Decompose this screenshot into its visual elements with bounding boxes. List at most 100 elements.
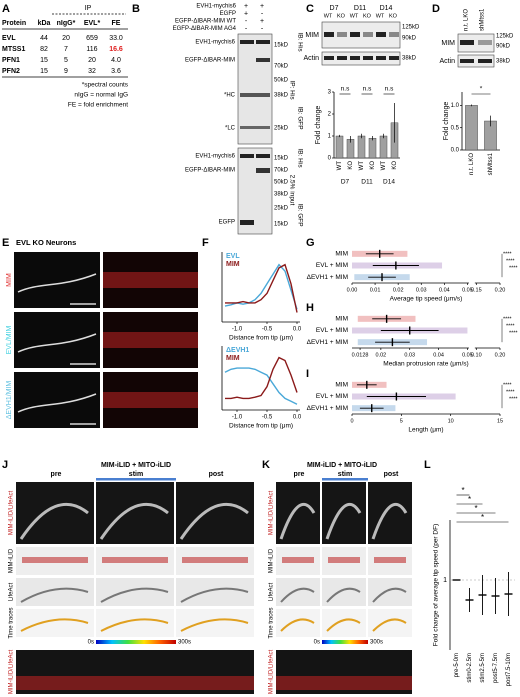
x-tick-label: post7.5-10m <box>506 653 512 686</box>
table-cell: 32 <box>88 68 96 75</box>
significance: **** <box>503 316 512 322</box>
x-tick-label: 0.05 <box>462 287 473 293</box>
band <box>363 32 373 37</box>
table-header: FE <box>112 20 121 27</box>
panel-label: F <box>202 237 209 249</box>
scale-label: 0s <box>88 640 94 646</box>
genotype-label: WT <box>324 13 333 19</box>
blot-label: IB: GFP <box>296 106 303 129</box>
table-cell: 20 <box>62 35 70 42</box>
y-axis-label: Fold change of average tip speed (per DF… <box>433 524 440 646</box>
phase-label: pre <box>51 471 62 478</box>
x-tick-label: 0.0 <box>293 415 302 421</box>
row-label: ΔEVH1/MIM <box>6 381 13 420</box>
blot-label: IP: His <box>288 80 295 100</box>
y-axis-label: Fold change <box>315 106 322 145</box>
group-label: D11 <box>361 179 373 186</box>
micrograph <box>16 609 94 637</box>
y-tick-label: 0 <box>328 156 332 162</box>
significance: **** <box>509 396 518 402</box>
stim-bar <box>322 478 368 481</box>
significance: **** <box>503 382 512 388</box>
colorbar <box>322 640 368 644</box>
table-header: IP <box>85 5 92 12</box>
band <box>240 93 270 97</box>
panel-label: A <box>2 3 10 15</box>
x-tick-label: 0.01 <box>370 287 381 293</box>
table-cell: 5 <box>64 57 68 64</box>
x-tick-label: -1.0 <box>232 415 243 421</box>
band <box>256 168 270 173</box>
significance: **** <box>509 330 518 336</box>
bar <box>379 135 388 159</box>
x-axis-label: Distance from tip (μm) <box>229 423 293 430</box>
band-label: Actin <box>439 58 455 65</box>
genotype-label: KO <box>337 13 346 19</box>
x-tick-label: -1.0 <box>232 327 243 333</box>
x-tick-label: 15 <box>497 418 503 424</box>
cell-outline <box>100 587 169 603</box>
x-tick-label: 0.10 <box>471 352 482 358</box>
neuron-outline <box>17 333 97 353</box>
significance: **** <box>509 265 518 271</box>
cell-outline <box>19 502 89 540</box>
marker-label: 50kD <box>274 78 289 84</box>
micrograph <box>96 482 174 544</box>
cell-outline <box>180 587 249 603</box>
sign: - <box>261 10 264 17</box>
day-label: D11 <box>354 5 366 12</box>
row-label: LifeAct <box>9 582 15 601</box>
micrograph <box>14 312 100 368</box>
blot-label: 2.5% input <box>288 175 295 206</box>
table-cell: 20 <box>88 57 96 64</box>
x-tick-label: 0.03 <box>416 287 427 293</box>
table-cell: 33.0 <box>109 35 123 42</box>
table-header: kDa <box>38 20 51 27</box>
table-header: EVL* <box>84 20 101 27</box>
x-tick-label: 0.03 <box>404 352 415 358</box>
x-tick-label: 0.02 <box>393 287 404 293</box>
cell-outline <box>325 502 362 540</box>
condition: EGFP <box>220 11 236 17</box>
blot <box>237 33 273 145</box>
band <box>240 154 254 158</box>
bar <box>335 135 344 159</box>
phase-label: stim <box>129 471 143 478</box>
band <box>324 32 334 37</box>
band-label: MIM <box>305 32 319 39</box>
series-line <box>225 263 298 313</box>
panel-title: MIM-iLID + MITO-iLID <box>307 462 377 469</box>
signal <box>16 676 254 690</box>
row-label: MIM-iLID/LifeAct <box>9 649 15 694</box>
legend-entry: ΔEVH1 <box>226 347 249 354</box>
x-tick-label: pre-5-0m <box>454 653 460 677</box>
condition: EGFP-ΔIBAR-MIM WT <box>175 19 236 25</box>
x-tick-label: post5-7.5m <box>493 653 499 683</box>
marker-label: 90kD <box>496 44 511 50</box>
band <box>350 56 360 60</box>
significance: **** <box>503 251 512 257</box>
marker-label: 25kD <box>274 126 289 132</box>
row-label: MIM-iLID/LifeAct <box>9 490 15 535</box>
significance: n.s <box>385 86 394 93</box>
note: nIgG = normal IgG <box>74 92 128 99</box>
x-tick-label: 5 <box>400 418 403 424</box>
x-tick-label: 10 <box>448 418 454 424</box>
table-cell: 4.0 <box>111 57 121 64</box>
x-tick-label: 0.0128 <box>352 352 369 358</box>
category-label: EVL + MIM <box>316 327 348 334</box>
panel-label: C <box>306 3 314 15</box>
band-label: EGFP-ΔIBAR-MIM <box>185 168 235 174</box>
table-cell: 116 <box>86 46 97 53</box>
lane-label: n.t. LKO <box>464 9 470 31</box>
band <box>376 32 386 37</box>
x-axis-label: Median protrusion rate (μm/s) <box>383 361 468 368</box>
scale-label: 300s <box>178 640 191 646</box>
panel-label: G <box>306 237 315 249</box>
cell-outline <box>326 587 361 603</box>
micrograph <box>16 578 94 606</box>
cell-outline <box>99 502 169 540</box>
marker-label: 15kD <box>274 156 289 162</box>
marker-label: 125kD <box>496 34 514 40</box>
cell-outline <box>372 587 407 603</box>
